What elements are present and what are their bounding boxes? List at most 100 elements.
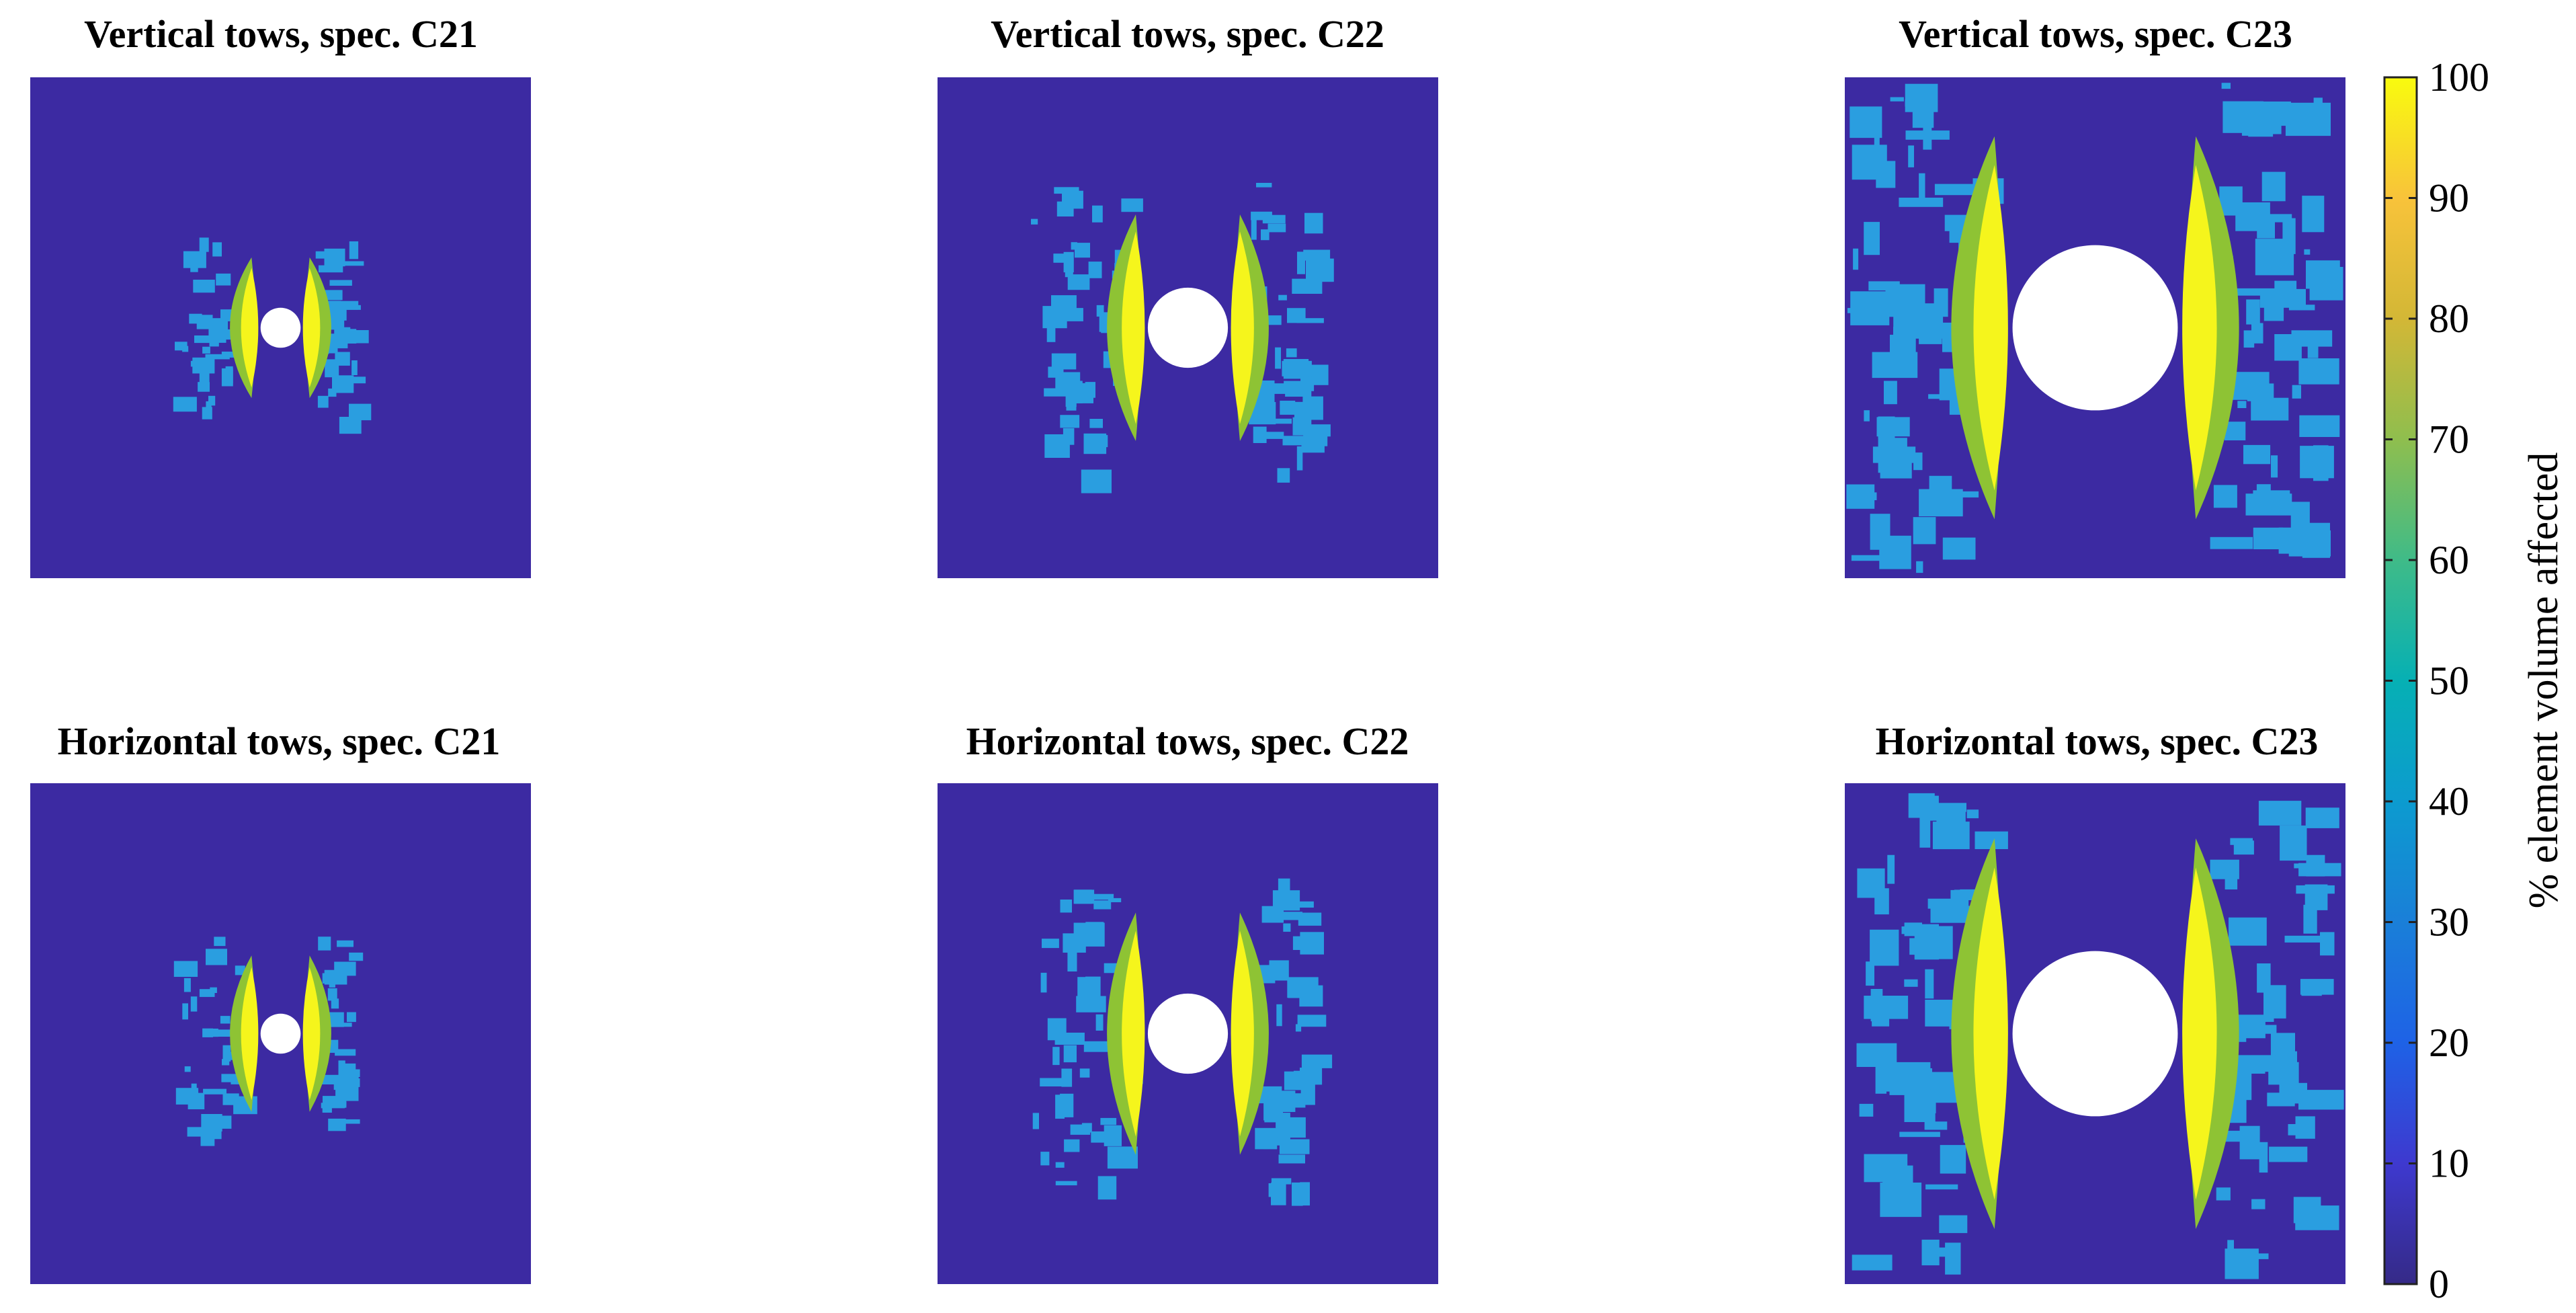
damage-element-low (1060, 415, 1079, 428)
damage-element-low (318, 396, 329, 408)
damage-element-low (1853, 249, 1858, 270)
damage-element-low (2222, 83, 2231, 89)
damage-element-low (2292, 330, 2333, 346)
hole (1148, 288, 1228, 368)
damage-element-low (190, 265, 198, 272)
damage-element-low (2298, 358, 2339, 385)
damage-element-low (1061, 1069, 1072, 1087)
damage-element-low (1925, 1185, 1958, 1190)
damage-element-low (2214, 485, 2237, 508)
damage-element-low (210, 340, 219, 346)
heatmap-panel-vertical-c23 (1845, 77, 2345, 578)
damage-element-low (1080, 1068, 1090, 1077)
damage-element-low (2240, 1126, 2260, 1160)
damage-element-low (2251, 398, 2288, 421)
damage-element-low (2251, 1199, 2265, 1209)
damage-element-low (1305, 934, 1323, 949)
damage-element-low (1263, 215, 1286, 224)
damage-element-low (191, 996, 198, 1011)
damage-element-low (2288, 1124, 2309, 1136)
damage-element-low (2271, 455, 2278, 477)
damage-element-low (1278, 295, 1287, 301)
damage-element-low (1904, 980, 1917, 987)
damage-element-low (2216, 1187, 2231, 1200)
damage-element-low (212, 318, 228, 330)
damage-element-low (2295, 1205, 2339, 1230)
damage-element-low (1062, 191, 1083, 209)
damage-element-low (349, 241, 358, 259)
damage-element-low (332, 375, 354, 393)
colorbar-tick-label: 0 (2429, 1262, 2449, 1306)
damage-element-low (2320, 932, 2335, 955)
damage-element-low (1055, 1095, 1065, 1119)
damage-element-low (1077, 977, 1090, 998)
damage-element-low (222, 368, 233, 387)
colorbar-label: % element volume affected (2521, 452, 2567, 909)
damage-element-low (2210, 537, 2253, 549)
damage-element-low (1287, 308, 1306, 323)
damage-element-low (220, 1016, 231, 1023)
damage-element-low (1298, 1014, 1327, 1027)
damage-element-low (1899, 1132, 1940, 1138)
damage-element-low (2308, 346, 2319, 358)
damage-element-low (1913, 97, 1934, 128)
damage-element-low (335, 1086, 358, 1101)
damage-element-low (1084, 434, 1107, 454)
damage-element-low (1052, 1047, 1059, 1065)
damage-element-low (1261, 229, 1270, 240)
damage-element-low (1880, 451, 1912, 478)
damage-element-low (2271, 1033, 2295, 1058)
damage-element-low (330, 280, 352, 286)
damage-element-low (1882, 1166, 1913, 1198)
damage-element-low (193, 280, 215, 292)
damage-element-low (2267, 1092, 2294, 1106)
damage-element-low (1915, 924, 1939, 960)
heatmap-panel-horizontal-c21 (30, 783, 531, 1284)
colorbar: 0102030405060708090100 % element volume … (2384, 55, 2567, 1306)
damage-element-low (1884, 1062, 1931, 1092)
damage-element-low (1304, 213, 1323, 234)
damage-element-low (339, 417, 362, 434)
damage-element-low (2304, 249, 2310, 255)
damage-element-low (2302, 523, 2330, 558)
damage-element-low (1063, 428, 1075, 445)
damage-element-low (1908, 145, 1914, 167)
damage-element-low (192, 358, 214, 374)
hole (261, 308, 301, 348)
damage-element-low (1064, 1045, 1077, 1063)
damage-element-low (2300, 446, 2334, 478)
damage-element-low (2263, 985, 2286, 1019)
damage-element-low (1284, 359, 1308, 379)
damage-element-low (1940, 1145, 1966, 1174)
damage-element-low (1093, 900, 1111, 909)
damage-element-low (328, 1119, 346, 1131)
damage-element-low (2232, 288, 2276, 296)
damage-element-low (1104, 1125, 1122, 1146)
damage-element-low (1061, 900, 1073, 912)
damage-element-low (1089, 419, 1103, 428)
damage-element-low (1071, 1125, 1091, 1135)
damage-element-low (1936, 806, 1965, 829)
damage-element-low (2259, 801, 2301, 826)
colorbar-tick-label: 30 (2429, 900, 2469, 945)
damage-element-low (173, 397, 197, 411)
damage-element-low (318, 937, 331, 951)
damage-element-low (1064, 1140, 1079, 1152)
damage-element-low (2262, 172, 2286, 202)
damage-element-low (1278, 468, 1290, 483)
damage-element-low (2302, 196, 2324, 232)
panel-title-vertical-c23: Vertical tows, spec. C23 (1899, 12, 2292, 56)
damage-element-low (1945, 1242, 1960, 1274)
damage-element-low (189, 314, 202, 324)
damage-element-low (1264, 1113, 1290, 1122)
damage-element-low (1064, 252, 1074, 272)
damage-element-low (325, 970, 347, 985)
damage-element-low (1042, 939, 1059, 948)
damage-element-low (323, 1107, 332, 1113)
damage-element-low (202, 407, 212, 419)
heatmap-panel-vertical-c21 (30, 77, 531, 578)
damage-element-low (1872, 352, 1918, 379)
damage-element-low (1283, 924, 1290, 932)
damage-element-low (1870, 930, 1899, 966)
damage-element-low (1286, 902, 1314, 908)
